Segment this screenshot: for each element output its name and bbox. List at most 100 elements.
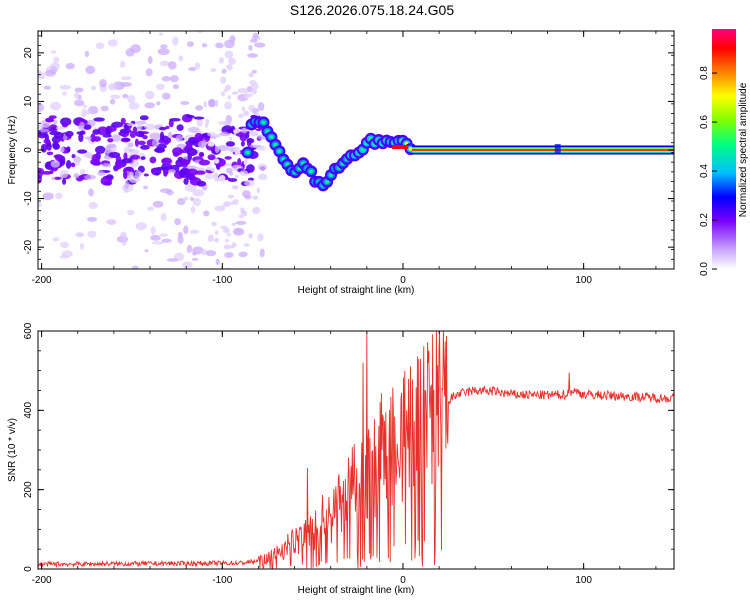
snr-background — [38, 331, 674, 569]
noise-blob — [207, 154, 216, 161]
noise-blob — [83, 124, 92, 130]
noise-blob — [85, 65, 96, 75]
noise-blob — [137, 140, 146, 146]
noise-blob — [198, 152, 205, 157]
noise-blob — [194, 132, 203, 141]
noise-blob — [176, 124, 184, 131]
y-tick-label: 200 — [23, 481, 34, 498]
noise-blob — [78, 133, 84, 143]
noise-blob — [248, 104, 256, 112]
ridge-blob-core — [261, 120, 266, 125]
ridge-blob-core — [273, 142, 278, 147]
noise-blob — [121, 238, 127, 246]
noise-blob — [65, 130, 74, 137]
noise-blob — [198, 159, 211, 166]
noise-blob — [211, 221, 217, 227]
snr-axes: -200 -100 0 100 0 200 400 600 — [23, 322, 674, 586]
noise-blob — [85, 109, 91, 115]
noise-blob — [186, 127, 198, 132]
noise-blob — [248, 72, 254, 78]
noise-blob — [244, 92, 249, 100]
noise-blob — [227, 95, 231, 100]
noise-blob — [149, 156, 157, 164]
noise-blob — [42, 170, 52, 175]
noise-blob — [186, 244, 193, 254]
x-tick-label: 0 — [400, 575, 406, 586]
noise-blob — [158, 32, 164, 36]
noise-blob — [144, 123, 156, 131]
noise-blob — [140, 144, 150, 150]
noise-blob — [240, 207, 245, 212]
noise-blob — [224, 50, 234, 59]
noise-blob — [142, 135, 148, 140]
noise-blob — [248, 44, 253, 51]
noise-blob — [218, 57, 225, 64]
noise-blob — [179, 272, 186, 277]
noise-blob — [151, 241, 164, 245]
noise-blob — [79, 168, 86, 175]
noise-blob — [161, 75, 171, 82]
noise-blob — [238, 113, 244, 118]
stable-band-layer — [412, 149, 674, 151]
noise-blob — [229, 136, 233, 141]
noise-blob — [192, 189, 204, 197]
noise-blob — [81, 108, 87, 118]
noise-blob — [65, 62, 75, 70]
noise-blob — [205, 173, 215, 180]
noise-blob — [224, 251, 234, 259]
noise-blob — [259, 248, 265, 258]
y-tick-label: 20 — [23, 47, 34, 59]
noise-blob — [244, 194, 252, 200]
x-tick-label: 100 — [575, 575, 592, 586]
noise-blob — [38, 103, 45, 112]
noise-blob — [223, 201, 231, 207]
noise-blob — [125, 48, 135, 57]
noise-blob — [219, 131, 231, 137]
noise-blob — [213, 158, 220, 164]
noise-blob — [100, 176, 112, 186]
noise-blob — [127, 209, 135, 216]
noise-blob — [215, 133, 222, 138]
noise-blob — [107, 138, 114, 143]
noise-blob — [205, 250, 217, 257]
noise-blob — [224, 39, 235, 49]
noise-blob — [214, 237, 220, 243]
noise-blob — [135, 222, 147, 231]
noise-blob — [132, 265, 139, 269]
noise-blob — [59, 84, 72, 90]
noise-blob — [169, 75, 179, 83]
spectrogram-ylabel: Frequency (Hz) — [7, 116, 18, 185]
noise-blob — [187, 152, 193, 162]
noise-blob — [46, 151, 54, 156]
noise-blob — [185, 115, 195, 119]
noise-blob — [183, 196, 189, 201]
noise-blob — [172, 151, 180, 157]
noise-blob — [238, 214, 244, 218]
noise-blob — [225, 167, 233, 174]
noise-blob — [226, 64, 233, 70]
noise-blob — [122, 93, 129, 99]
noise-blob — [246, 138, 255, 144]
noise-blob — [54, 176, 62, 180]
noise-blob — [182, 261, 193, 269]
noise-blob — [43, 85, 51, 90]
noise-blob — [163, 170, 168, 177]
noise-blob — [134, 170, 142, 178]
noise-blob — [120, 76, 132, 81]
noise-blob — [154, 147, 166, 153]
noise-blob — [220, 91, 226, 97]
noise-blob — [50, 101, 62, 111]
noise-blob — [192, 197, 202, 207]
noise-blob — [181, 158, 189, 168]
noise-blob — [183, 178, 189, 185]
noise-blob — [40, 128, 50, 133]
noise-blob — [74, 157, 81, 166]
noise-blob — [92, 129, 101, 135]
noise-blob — [115, 161, 123, 170]
noise-blob — [226, 232, 232, 237]
noise-blob — [79, 121, 85, 129]
noise-blob — [243, 110, 249, 117]
noise-blob — [53, 131, 64, 139]
noise-blob — [252, 207, 260, 212]
